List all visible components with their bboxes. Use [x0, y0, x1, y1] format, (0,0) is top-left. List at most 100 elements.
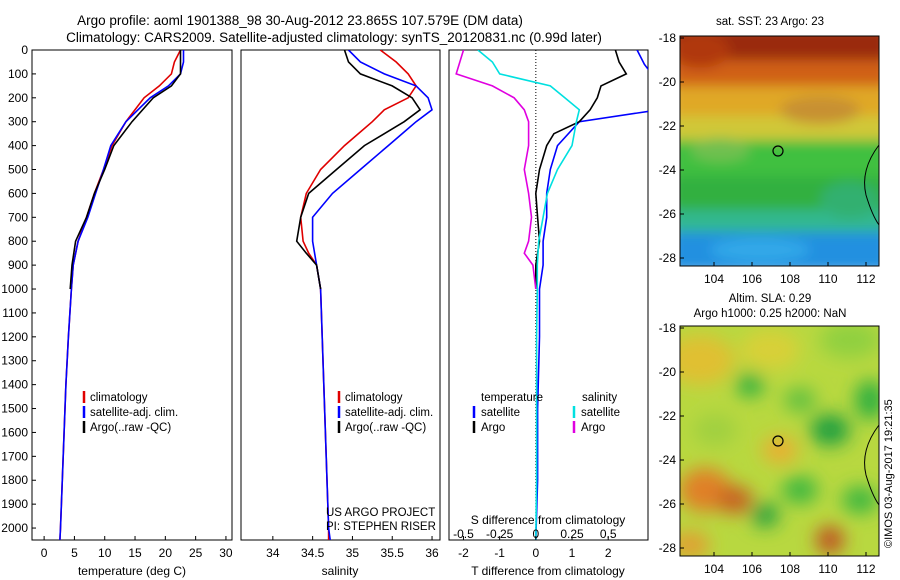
- map-y-tick-label: -18: [659, 31, 677, 45]
- sla-map-frame: [679, 325, 880, 557]
- x-tick-label: 34.5: [301, 546, 325, 560]
- depth-tick-label: 1300: [1, 354, 28, 368]
- sla-map-title-line2: Argo h1000: 0.25 h2000: NaN: [694, 308, 847, 320]
- map-y-tick-label: -28: [659, 251, 677, 265]
- sla-map-title-line1: Altim. SLA: 0.29: [729, 293, 811, 305]
- legend-label-satellite: satellite-adj. clim.: [345, 407, 433, 419]
- legend-label-climatology: climatology: [90, 392, 148, 404]
- project-credit-line2: PI: STEPHEN RISER: [326, 521, 436, 533]
- series-line-salinity-argo: [455, 50, 537, 290]
- map-y-tick-label: -24: [659, 163, 677, 177]
- legend-header-salinity: salinity: [582, 392, 617, 404]
- x-tick-label: 20: [159, 546, 173, 560]
- map-y-tick-label: -24: [659, 453, 677, 467]
- x-tick-label: 35.5: [381, 546, 405, 560]
- x-tick-label: 0: [41, 546, 48, 560]
- depth-tick-label: 1400: [1, 378, 28, 392]
- depth-tick-label: 800: [8, 234, 28, 248]
- x-tick-label: 0: [532, 546, 539, 560]
- sla-map-contour: [864, 424, 880, 506]
- x-tick-label: 2: [605, 546, 612, 560]
- x-tick-label: 36: [425, 546, 439, 560]
- map-y-tick-label: -28: [659, 541, 677, 555]
- legend-label-satellite: satellite-adj. clim.: [90, 407, 178, 419]
- legend-header-temperature: temperature: [481, 392, 543, 404]
- x2-tick-label: 0.25: [560, 527, 584, 541]
- legend-label-t-argo: Argo: [481, 422, 505, 434]
- x-tick-label: 30: [219, 546, 233, 560]
- x-tick-label: -1: [494, 546, 505, 560]
- salinity-plot: [295, 50, 433, 540]
- t-difference-xlabel: T difference from climatology: [471, 564, 625, 578]
- depth-tick-label: 1900: [1, 497, 28, 511]
- salinity-x-axis: 34 34.5 35 35.5 36: [266, 536, 439, 560]
- map-x-tick-label: 108: [780, 272, 800, 286]
- map-y-tick-label: -22: [659, 119, 677, 133]
- temperature-plot: [59, 50, 185, 540]
- map-y-tick-label: -18: [659, 321, 677, 335]
- series-line-satellite-adj-clim-: [59, 50, 185, 540]
- map-x-tick-label: 106: [742, 272, 762, 286]
- series-line-argo-raw-qc-: [69, 50, 182, 290]
- figure-title-line2: Climatology: CARS2009. Satellite-adjuste…: [66, 30, 602, 45]
- temperature-legend: climatology satellite-adj. clim. Argo(..…: [82, 391, 178, 434]
- series-line-salinity-satellite: [477, 50, 581, 540]
- map-y-tick-label: -22: [659, 409, 677, 423]
- x-tick-label: 25: [189, 546, 203, 560]
- x2-tick-label: 0.5: [600, 527, 617, 541]
- imos-watermark: ©IMOS 03-Aug-2017 19:21:35: [883, 399, 895, 548]
- depth-tick-label: 900: [8, 258, 28, 272]
- map-x-tick-label: 112: [856, 562, 875, 576]
- s-difference-xlabel: S difference from climatology: [471, 513, 626, 527]
- legend-label-argo: Argo(..raw -QC): [90, 422, 171, 434]
- sst-map-title: sat. SST: 23 Argo: 23: [716, 16, 824, 28]
- difference-plot: [455, 50, 648, 540]
- depth-tick-label: 300: [8, 115, 28, 129]
- temperature-xlabel: temperature (deg C): [78, 564, 186, 578]
- depth-tick-label: 1200: [1, 330, 28, 344]
- sst-map-frame: [679, 35, 880, 267]
- x2-tick-label: -0.5: [453, 527, 474, 541]
- map-x-tick-label: 106: [742, 562, 762, 576]
- salinity-panel-frame: [240, 49, 441, 541]
- series-line-satellite-adj-clim-: [311, 50, 433, 540]
- depth-tick-label: 200: [8, 91, 28, 105]
- x-tick-label: 1: [569, 546, 576, 560]
- map-x-tick-label: 110: [818, 562, 837, 576]
- sst-map-axes: -18 -20 -22 -24 -26 -28 104 106 108 110 112: [659, 31, 876, 286]
- depth-tick-label: 1100: [2, 306, 28, 320]
- series-line-climatology: [59, 50, 182, 540]
- depth-tick-label: 2000: [1, 521, 28, 535]
- difference-x-axis: -2 -1 0 1 2 -0.5 -0.25 0 0.25 0.5: [453, 527, 617, 560]
- map-x-tick-label: 104: [704, 562, 724, 576]
- figure-title-line1: Argo profile: aoml 1901388_98 30-Aug-201…: [77, 13, 523, 28]
- depth-tick-label: 700: [8, 210, 28, 224]
- legend-label-argo: Argo(..raw -QC): [345, 422, 426, 434]
- x2-tick-label: 0: [532, 527, 539, 541]
- x-tick-label: 35: [346, 546, 360, 560]
- series-line-temperature-satellite: [535, 50, 648, 540]
- difference-panel-frame: [448, 49, 649, 541]
- map-y-tick-label: -20: [659, 365, 677, 379]
- depth-tick-label: 500: [8, 163, 28, 177]
- legend-label-t-satellite: satellite: [481, 407, 520, 419]
- sla-map-argo-marker: [772, 435, 784, 447]
- temperature-x-axis: 0 5 10 15 20 25 30: [41, 536, 233, 560]
- map-y-tick-label: -26: [659, 207, 677, 221]
- depth-tick-label: 1000: [1, 282, 28, 296]
- map-x-tick-label: 110: [818, 272, 837, 286]
- x-tick-label: 34: [266, 546, 280, 560]
- depth-axis: 0 100 200 300 400 500 600 700 800 900 1000 1100 1200…: [1, 43, 36, 535]
- depth-tick-label: 100: [8, 67, 28, 81]
- series-line-climatology: [299, 50, 418, 540]
- sla-map-image: [680, 326, 879, 556]
- x-tick-label: -2: [458, 546, 469, 560]
- sla-map-axes: -18 -20 -22 -24 -26 -28 104 106 108 110 112: [659, 321, 876, 576]
- map-x-tick-label: 112: [856, 272, 875, 286]
- sst-map-argo-marker: [772, 145, 784, 157]
- temperature-panel-frame: [31, 49, 233, 541]
- depth-tick-label: 1800: [1, 473, 28, 487]
- depth-tick-label: 600: [8, 186, 28, 200]
- salinity-legend: climatology satellite-adj. clim. Argo(..…: [337, 391, 433, 434]
- map-x-tick-label: 108: [780, 562, 800, 576]
